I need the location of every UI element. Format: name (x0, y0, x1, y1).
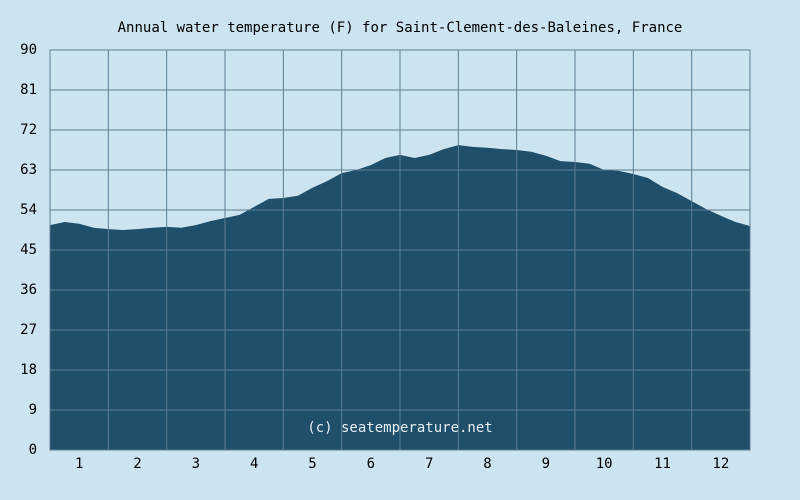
x-tick-label: 10 (596, 456, 613, 472)
y-tick-label: 0 (29, 442, 37, 458)
x-tick-label: 11 (654, 456, 671, 472)
y-tick-label: 45 (20, 242, 37, 258)
y-tick-label: 18 (20, 362, 37, 378)
watermark: (c) seatemperature.net (307, 420, 492, 436)
plot-border (49, 49, 751, 451)
x-tick-label: 5 (308, 456, 316, 472)
x-tick-label: 4 (250, 456, 258, 472)
y-tick-label: 9 (29, 402, 37, 418)
y-tick-label: 27 (20, 322, 37, 338)
x-tick-label: 8 (483, 456, 491, 472)
x-tick-label: 6 (367, 456, 375, 472)
y-tick-label: 54 (20, 202, 37, 218)
x-tick-label: 12 (712, 456, 729, 472)
x-tick-label: 1 (75, 456, 83, 472)
y-tick-label: 63 (20, 162, 37, 178)
x-tick-label: 3 (192, 456, 200, 472)
y-tick-label: 36 (20, 282, 37, 298)
x-tick-label: 7 (425, 456, 433, 472)
chart-title: Annual water temperature (F) for Saint-C… (118, 20, 683, 36)
y-tick-label: 81 (20, 82, 37, 98)
x-tick-label: 2 (133, 456, 141, 472)
y-tick-label: 72 (20, 122, 37, 138)
y-tick-label: 90 (20, 42, 37, 58)
x-tick-label: 9 (542, 456, 550, 472)
